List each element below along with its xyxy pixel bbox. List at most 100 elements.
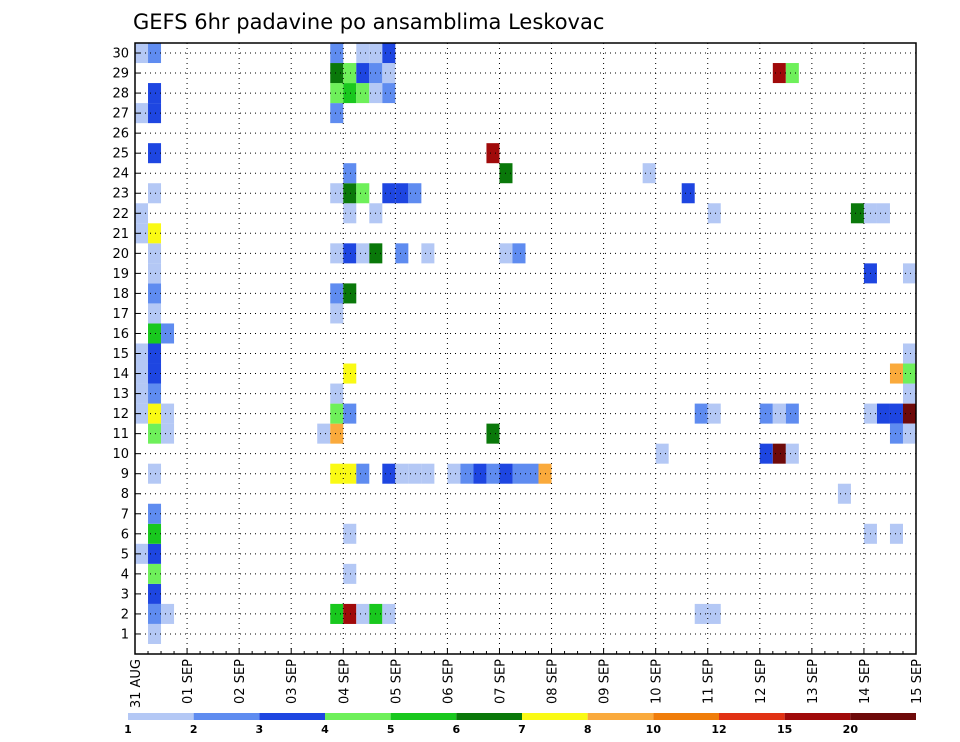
x-tick-label: 06 SEP (441, 659, 456, 704)
heatmap-cell (356, 43, 370, 64)
heatmap-cell (330, 43, 344, 64)
heatmap-cell (161, 323, 175, 344)
x-tick-label: 08 SEP (546, 659, 561, 704)
colorbar-swatch (850, 713, 916, 720)
colorbar-label: 1 (124, 723, 132, 736)
heatmap-cell (876, 203, 890, 224)
heatmap-cell (343, 363, 357, 384)
colorbar-swatch (390, 713, 457, 720)
heatmap-cell (330, 303, 344, 324)
heatmap-cell (772, 443, 786, 464)
colorbar-label: 4 (321, 723, 329, 736)
heatmap-cell (343, 603, 357, 624)
heatmap-cell (148, 503, 162, 524)
heatmap-cell (161, 423, 175, 444)
heatmap-cell (330, 463, 344, 484)
heatmap-cell (473, 463, 487, 484)
colorbar-swatch (587, 713, 654, 720)
heatmap-cell (902, 363, 916, 384)
x-tick-label: 02 SEP (233, 659, 248, 704)
heatmap-cell (330, 283, 344, 304)
heatmap-cell (148, 423, 162, 444)
heatmap-cell (343, 403, 357, 424)
heatmap-cell (889, 403, 903, 424)
heatmap-cell (148, 603, 162, 624)
y-tick-label: 25 (112, 147, 129, 162)
heatmap-cell (343, 203, 357, 224)
heatmap-cell (148, 463, 162, 484)
colorbar-label: 15 (777, 723, 792, 736)
heatmap-cell (460, 463, 474, 484)
heatmap-cell (486, 143, 500, 164)
y-tick-label: 13 (112, 387, 129, 402)
heatmap-cell (148, 403, 162, 424)
heatmap-cell (655, 443, 669, 464)
y-tick-label: 21 (112, 227, 129, 242)
colorbar-label: 10 (646, 723, 662, 736)
heatmap-cell (785, 443, 799, 464)
x-tick-label: 13 SEP (806, 659, 821, 704)
x-tick-label: 09 SEP (598, 659, 613, 704)
heatmap-cell (161, 603, 175, 624)
heatmap-cell (148, 343, 162, 364)
heatmap-cell (148, 263, 162, 284)
heatmap-cell (148, 623, 162, 644)
heatmap-cell (408, 463, 422, 484)
heatmap-cell (382, 603, 396, 624)
y-tick-label: 22 (112, 207, 129, 222)
heatmap-cell (837, 483, 851, 504)
heatmap-cell (902, 383, 916, 404)
y-tick-label: 18 (112, 287, 129, 302)
y-tick-label: 17 (112, 307, 129, 322)
heatmap-cell (785, 403, 799, 424)
heatmap-cell (343, 463, 357, 484)
heatmap-cell (330, 103, 344, 124)
heatmap-cell (343, 83, 357, 104)
heatmap-cell (785, 63, 799, 84)
y-tick-label: 7 (121, 507, 129, 522)
heatmap-cell (421, 243, 435, 264)
colorbar-label: 5 (387, 723, 395, 736)
heatmap-cell (148, 183, 162, 204)
heatmap-cell (343, 183, 357, 204)
heatmap-cell (148, 143, 162, 164)
heatmap-cell (148, 363, 162, 384)
heatmap-cell (707, 403, 721, 424)
colorbar-swatch (522, 713, 588, 720)
heatmap-cell (135, 543, 149, 564)
heatmap-cell (135, 103, 149, 124)
heatmap-cell (330, 83, 344, 104)
heatmap-cell (148, 543, 162, 564)
colorbar-swatch (128, 713, 194, 720)
y-tick-label: 23 (112, 187, 129, 202)
heatmap-cell (902, 343, 916, 364)
heatmap-cell (148, 103, 162, 124)
heatmap-cell (135, 223, 149, 244)
heatmap-cell (343, 563, 357, 584)
heatmap-cell (707, 603, 721, 624)
y-tick-label: 6 (121, 527, 129, 542)
y-tick-label: 29 (112, 67, 129, 82)
heatmap-cell (694, 603, 708, 624)
colorbar-swatch (719, 713, 785, 720)
plot-frame (134, 42, 917, 655)
x-tick-label: 14 SEP (858, 659, 873, 704)
heatmap-cell (356, 243, 370, 264)
colorbar-label: 20 (843, 723, 859, 736)
heatmap-cell (148, 243, 162, 264)
heatmap-cell (382, 43, 396, 64)
heatmap-cell (330, 603, 344, 624)
x-tick-label: 15 SEP (910, 659, 925, 704)
heatmap-cell (876, 403, 890, 424)
heatmap-cell (343, 243, 357, 264)
heatmap-cell (889, 423, 903, 444)
y-tick-label: 24 (112, 167, 129, 182)
heatmap-cell (330, 63, 344, 84)
heatmap-cell (148, 83, 162, 104)
heatmap-cell (512, 463, 526, 484)
y-tick-label: 1 (121, 627, 129, 642)
heatmap-cell (421, 463, 435, 484)
chart-title: GEFS 6hr padavine po ansamblima Leskovac (133, 10, 604, 34)
heatmap-cell (356, 83, 370, 104)
